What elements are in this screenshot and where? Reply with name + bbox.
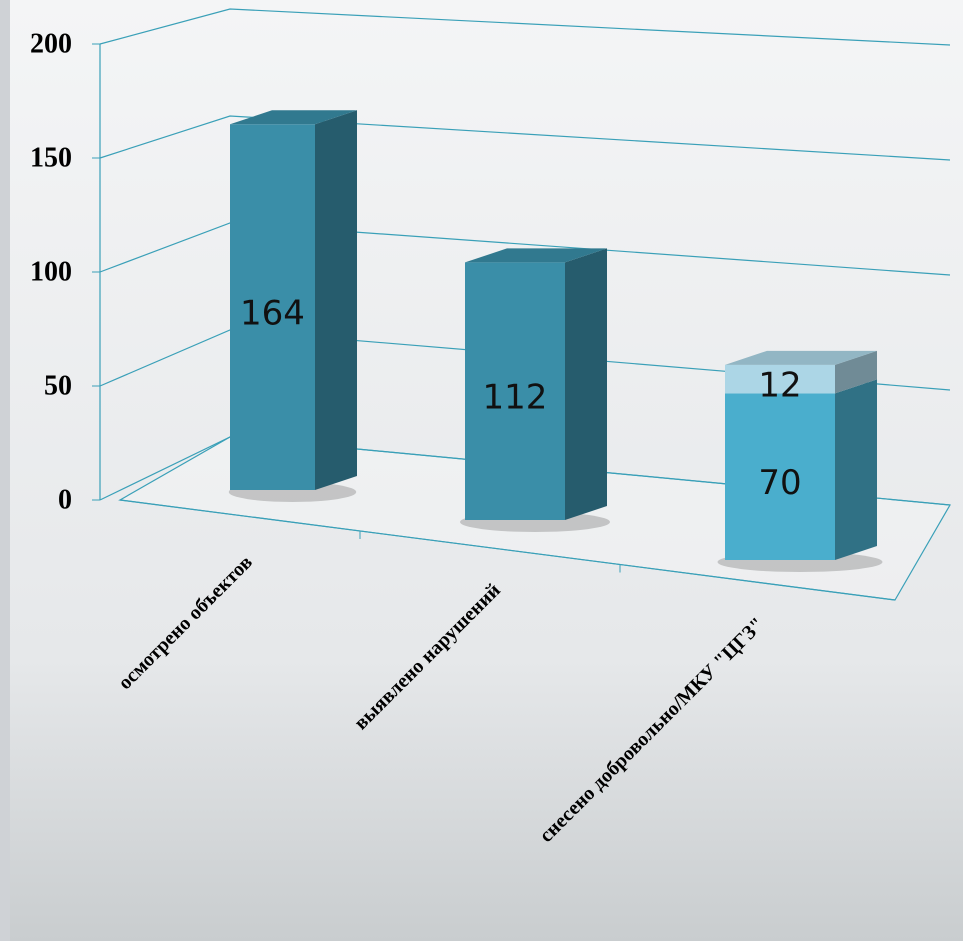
data-label: 70 xyxy=(758,463,801,503)
bar-side xyxy=(835,379,877,560)
bar xyxy=(465,262,565,520)
y-tick-label: 150 xyxy=(30,142,72,173)
y-tick-label: 0 xyxy=(58,484,72,515)
bar-top xyxy=(725,350,877,365)
y-tick-label: 100 xyxy=(30,256,72,287)
data-label: 164 xyxy=(240,294,305,334)
bar-side xyxy=(565,248,607,520)
bar xyxy=(230,124,315,490)
bar-top xyxy=(230,110,357,125)
y-tick-label: 200 xyxy=(30,28,72,59)
bar-side xyxy=(835,350,877,394)
grid-line xyxy=(99,8,951,46)
bar-top xyxy=(465,248,607,263)
data-label: 112 xyxy=(483,378,548,418)
bar xyxy=(725,364,835,394)
bar-side xyxy=(315,110,357,490)
bar xyxy=(725,393,835,560)
x-axis xyxy=(119,499,896,601)
grid-line xyxy=(99,115,951,161)
y-tick-label: 50 xyxy=(44,370,72,401)
left-edge xyxy=(0,0,10,941)
data-label: 12 xyxy=(758,366,801,406)
